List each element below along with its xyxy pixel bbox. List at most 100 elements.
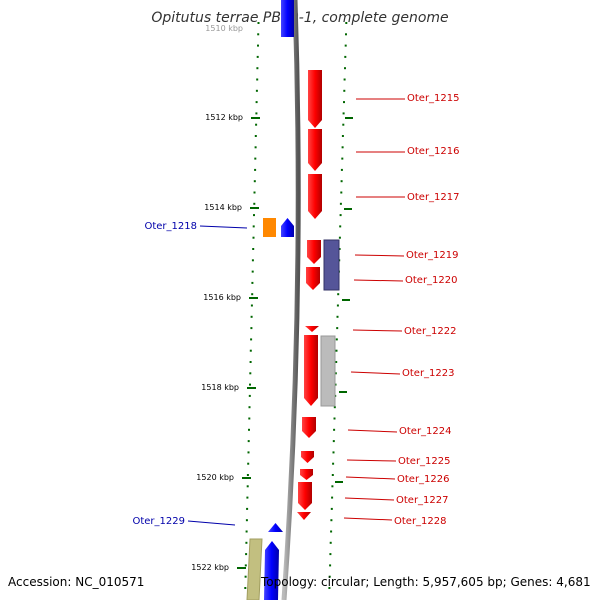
gene-label[interactable]: Oter_1222 xyxy=(404,326,457,337)
tick-label: 1514 kbp xyxy=(204,203,242,212)
gene-arrow[interactable] xyxy=(302,417,316,438)
label-leader-line xyxy=(344,497,395,501)
track-dot xyxy=(333,428,336,431)
track-dot xyxy=(248,417,251,420)
track-dot xyxy=(333,406,336,409)
label-leader-line xyxy=(187,520,236,526)
track-dot xyxy=(245,530,248,533)
track-dot xyxy=(336,327,339,330)
gene-label[interactable]: Oter_1218 xyxy=(144,221,197,232)
gene-label[interactable]: Oter_1227 xyxy=(396,495,449,506)
track-dot xyxy=(329,564,332,567)
track-dot xyxy=(246,485,249,488)
gene-label[interactable]: Oter_1220 xyxy=(405,275,458,286)
outer-dotted-track xyxy=(328,22,348,589)
track-dot xyxy=(254,157,257,160)
tick-group: 1510 kbp 1512 kbp 1514 kbp 1516 kbp 1518… xyxy=(191,24,353,572)
gene-arrow[interactable] xyxy=(305,326,319,332)
track-dot xyxy=(341,135,344,137)
track-dot xyxy=(250,304,253,307)
track-dot xyxy=(335,338,338,341)
track-dot xyxy=(336,315,339,318)
gene-feature-olive[interactable] xyxy=(246,538,263,600)
gene-arrow[interactable] xyxy=(281,0,294,37)
forward-strand-features xyxy=(297,70,340,520)
gene-label[interactable]: Oter_1219 xyxy=(406,250,459,261)
track-dot xyxy=(255,123,258,126)
gene-arrow[interactable] xyxy=(301,451,314,463)
track-dot xyxy=(334,372,337,375)
track-dot xyxy=(340,168,343,171)
label-leader-line xyxy=(352,329,403,332)
gene-label[interactable]: Oter_1217 xyxy=(407,192,460,203)
genome-backbone xyxy=(281,0,301,600)
label-leader-line xyxy=(343,517,393,521)
gene-arrow[interactable] xyxy=(268,523,283,532)
track-dot xyxy=(246,507,249,510)
gene-arrow[interactable] xyxy=(297,512,311,520)
track-dot xyxy=(249,349,252,352)
right-gene-labels: Oter_1215 Oter_1216 Oter_1217 Oter_1219 … xyxy=(343,93,460,527)
label-leader-line xyxy=(354,254,405,257)
tick-label: 1520 kbp xyxy=(196,473,234,482)
track-dot xyxy=(256,78,259,81)
track-dot xyxy=(332,440,335,443)
gene-arrow[interactable] xyxy=(281,218,294,237)
track-dot xyxy=(331,485,334,488)
gene-arrow[interactable] xyxy=(264,541,279,600)
track-dot xyxy=(329,553,332,556)
track-dot xyxy=(257,33,260,36)
track-dot xyxy=(253,191,256,194)
genome-summary-text: Topology: circular; Length: 5,957,605 bp… xyxy=(261,575,591,589)
gene-label[interactable]: Oter_1228 xyxy=(394,516,447,527)
track-dot xyxy=(344,67,346,70)
track-dot xyxy=(250,338,253,341)
gene-arrow[interactable] xyxy=(300,469,313,480)
gene-arrow[interactable] xyxy=(308,70,322,128)
track-dot xyxy=(332,462,335,465)
track-dot xyxy=(330,519,333,522)
gene-arrow[interactable] xyxy=(308,129,322,171)
gene-label[interactable]: Oter_1224 xyxy=(399,426,452,437)
gene-label[interactable]: Oter_1223 xyxy=(402,368,455,379)
gene-arrow[interactable] xyxy=(306,267,320,290)
gene-feature-orange[interactable] xyxy=(263,218,276,237)
gene-label[interactable]: Oter_1229 xyxy=(132,516,185,527)
track-dot xyxy=(248,394,251,397)
gene-feature-gray[interactable] xyxy=(320,335,336,407)
gene-label[interactable]: Oter_1215 xyxy=(407,93,460,104)
track-dot xyxy=(246,474,249,476)
gene-arrow[interactable] xyxy=(307,240,321,264)
track-dot xyxy=(244,564,247,567)
track-dot xyxy=(344,44,347,47)
track-dot xyxy=(343,101,345,104)
gene-label[interactable]: Oter_1226 xyxy=(397,474,450,485)
track-dot xyxy=(340,191,343,194)
tick-label: 1512 kbp xyxy=(205,113,243,122)
tick-label-partial: 1510 kbp xyxy=(205,24,243,33)
track-dot xyxy=(329,541,332,544)
track-dot xyxy=(343,89,346,92)
track-dot xyxy=(339,225,342,228)
accession-text: Accession: NC_010571 xyxy=(8,575,145,589)
track-dot xyxy=(341,146,344,149)
map-title: Opitutus terrae PB90-1, complete genome xyxy=(151,10,449,26)
track-dot xyxy=(251,293,254,296)
gene-label[interactable]: Oter_1216 xyxy=(407,146,460,157)
track-dot xyxy=(245,553,248,556)
track-dot xyxy=(342,112,345,115)
tick-label: 1522 kbp xyxy=(191,563,229,572)
track-dot xyxy=(255,101,258,104)
track-dot xyxy=(251,259,254,262)
gene-label[interactable]: Oter_1225 xyxy=(398,456,451,467)
track-dot xyxy=(247,451,250,454)
gene-arrow[interactable] xyxy=(308,174,322,219)
track-dot xyxy=(343,78,346,81)
track-dot xyxy=(332,451,335,454)
gene-arrow[interactable] xyxy=(298,482,312,510)
track-dot xyxy=(254,168,257,171)
gene-arrow[interactable] xyxy=(304,335,318,406)
gene-feature-purple[interactable] xyxy=(323,239,340,291)
track-dot xyxy=(330,530,333,533)
